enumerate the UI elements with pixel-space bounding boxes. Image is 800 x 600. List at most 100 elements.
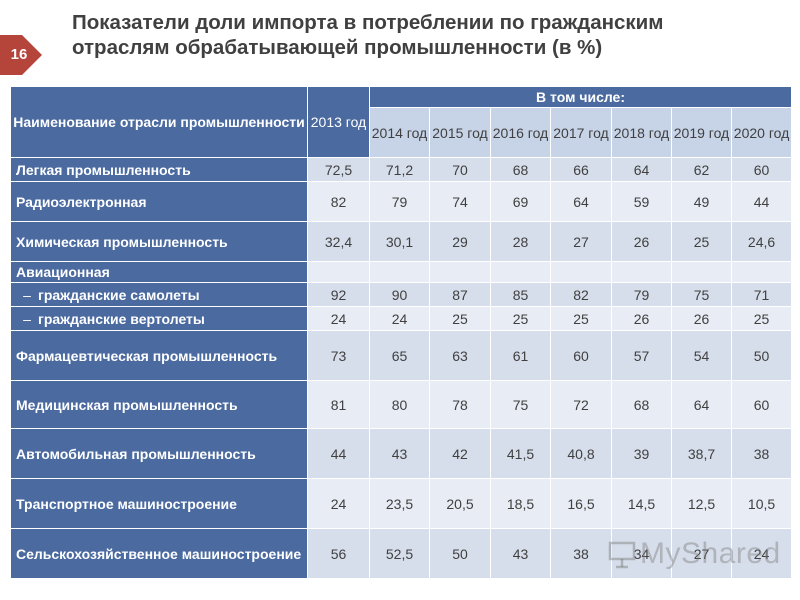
table-cell: 81 (307, 380, 370, 429)
table-cell: 68 (611, 380, 672, 429)
table-cell: 24 (307, 306, 370, 331)
row-label-text: гражданские самолеты (38, 286, 200, 303)
table-cell: 20,5 (429, 478, 491, 529)
header-year-2016: 2016 год (490, 107, 551, 158)
title-line-1: Показатели доли импорта в потреблении по… (72, 11, 664, 34)
table-cell: 24,6 (730, 221, 793, 262)
row-label-text: Легкая промышленность (16, 161, 191, 178)
watermark-text: MyShared (640, 537, 781, 570)
table-cell: 24 (369, 306, 430, 331)
row-label: – гражданские вертолеты (10, 306, 308, 331)
table-cell: 32,4 (307, 221, 370, 262)
table-row: Транспортное машиностроение 24 23,5 20,5 18,… (10, 478, 793, 529)
row-label-text: Радиоэлектронная (16, 193, 147, 210)
table-row: Химическая промышленность 32,4 30,1 29 28 27 2… (10, 221, 793, 262)
table-cell: 25 (429, 306, 491, 331)
table-cell: 69 (490, 181, 551, 222)
table-row: Сельскохозяйственное машиностроение 56 52,… (10, 528, 793, 579)
row-label: Медицинская промышленность (10, 380, 308, 429)
table-cell: 38,7 (671, 428, 732, 479)
table-cell: 26 (611, 306, 672, 331)
table-cell: 38 (550, 528, 612, 579)
table-cell: 71,2 (369, 157, 430, 182)
row-label: Легкая промышленность (10, 157, 308, 182)
table-cell: 30,1 (369, 221, 430, 262)
table-row: Легкая промышленность 72,5 71,2 70 68 66 64 62 6… (10, 157, 793, 182)
table-cell: 38 (730, 428, 793, 479)
sub-item-dash: – (23, 286, 31, 303)
table-cell (490, 261, 551, 283)
table-cell: 87 (429, 282, 491, 307)
table-cell: 25 (671, 221, 732, 262)
table-cell: 12,5 (671, 478, 732, 529)
table-row: – гражданские самолеты 92 90 87 85 82 79 75 71 (10, 282, 793, 307)
table-cell: 64 (671, 380, 732, 429)
presentation-icon (608, 541, 636, 569)
header-year-2015: 2015 год (429, 107, 491, 158)
header-year-2020: 2020 год (730, 107, 793, 158)
table-row: Медицинская промышленность 81 80 78 75 72 68 64… (10, 380, 793, 429)
table-cell: 40,8 (550, 428, 612, 479)
table-cell: 61 (490, 330, 551, 381)
table-cell: 39 (611, 428, 672, 479)
import-share-table: Наименование отрасли промышленности 2013… (10, 86, 793, 579)
header-year-2017: 2017 год (550, 107, 612, 158)
table-cell: 50 (429, 528, 491, 579)
table-cell (611, 261, 672, 283)
table-cell: 82 (550, 282, 612, 307)
table-cell: 24 (307, 478, 370, 529)
badge-shape (0, 35, 42, 75)
row-label: – гражданские самолеты (10, 282, 308, 307)
table-cell: 72,5 (307, 157, 370, 182)
table-cell: 68 (490, 157, 551, 182)
row-label: Химическая промышленность (10, 221, 308, 262)
table-cell: 82 (307, 181, 370, 222)
table-row: Фармацевтическая промышленность 73 65 63 61 6… (10, 330, 793, 381)
table-cell: 73 (307, 330, 370, 381)
table-cell: 71 (730, 282, 793, 307)
table-cell: 70 (429, 157, 491, 182)
table-cell: 28 (490, 221, 551, 262)
table-cell: 26 (671, 306, 732, 331)
table-cell: 75 (671, 282, 732, 307)
table-cell: 60 (730, 380, 793, 429)
table-cell: 62 (671, 157, 732, 182)
table-cell: 25 (550, 306, 612, 331)
page-title: Показатели доли импорта в потреблении по… (72, 10, 772, 60)
header-year-2018: 2018 год (611, 107, 672, 158)
table-cell: 52,5 (369, 528, 430, 579)
row-label-text: гражданские вертолеты (38, 310, 205, 327)
table-cell: 25 (730, 306, 793, 331)
row-label: Радиоэлектронная (10, 181, 308, 222)
page-number-badge: 16 (0, 35, 42, 75)
table-row: Радиоэлектронная 82 79 74 69 64 59 49 44 (10, 181, 793, 222)
row-label: Сельскохозяйственное машиностроение (10, 528, 308, 579)
header-year-2013: 2013 год (307, 86, 370, 158)
table-row: – гражданские вертолеты 24 24 25 25 25 26 26 25 (10, 306, 793, 331)
table-cell: 79 (369, 181, 430, 222)
table-cell: 41,5 (490, 428, 551, 479)
row-label: Авиационная (10, 261, 308, 283)
header-year-2014: 2014 год (369, 107, 430, 158)
watermark: MyShared (608, 536, 781, 572)
table-cell: 63 (429, 330, 491, 381)
table-cell: 44 (307, 428, 370, 479)
row-label: Автомобильная промышленность (10, 428, 308, 479)
table-cell: 74 (429, 181, 491, 222)
table-cell: 26 (611, 221, 672, 262)
table-cell: 18,5 (490, 478, 551, 529)
header-year-2019: 2019 год (671, 107, 732, 158)
title-line-2: отраслям обрабатывающей промышленности (… (72, 36, 603, 59)
table-cell: 10,5 (730, 478, 793, 529)
table-cell: 75 (490, 380, 551, 429)
table-cell: 43 (369, 428, 430, 479)
table-cell (369, 261, 430, 283)
table-cell: 44 (730, 181, 793, 222)
row-label-text: Медицинская промышленность (16, 396, 238, 413)
table-cell: 90 (369, 282, 430, 307)
row-label: Транспортное машиностроение (10, 478, 308, 529)
table-cell: 60 (730, 157, 793, 182)
table-cell: 29 (429, 221, 491, 262)
table-cell: 56 (307, 528, 370, 579)
table-cell: 65 (369, 330, 430, 381)
